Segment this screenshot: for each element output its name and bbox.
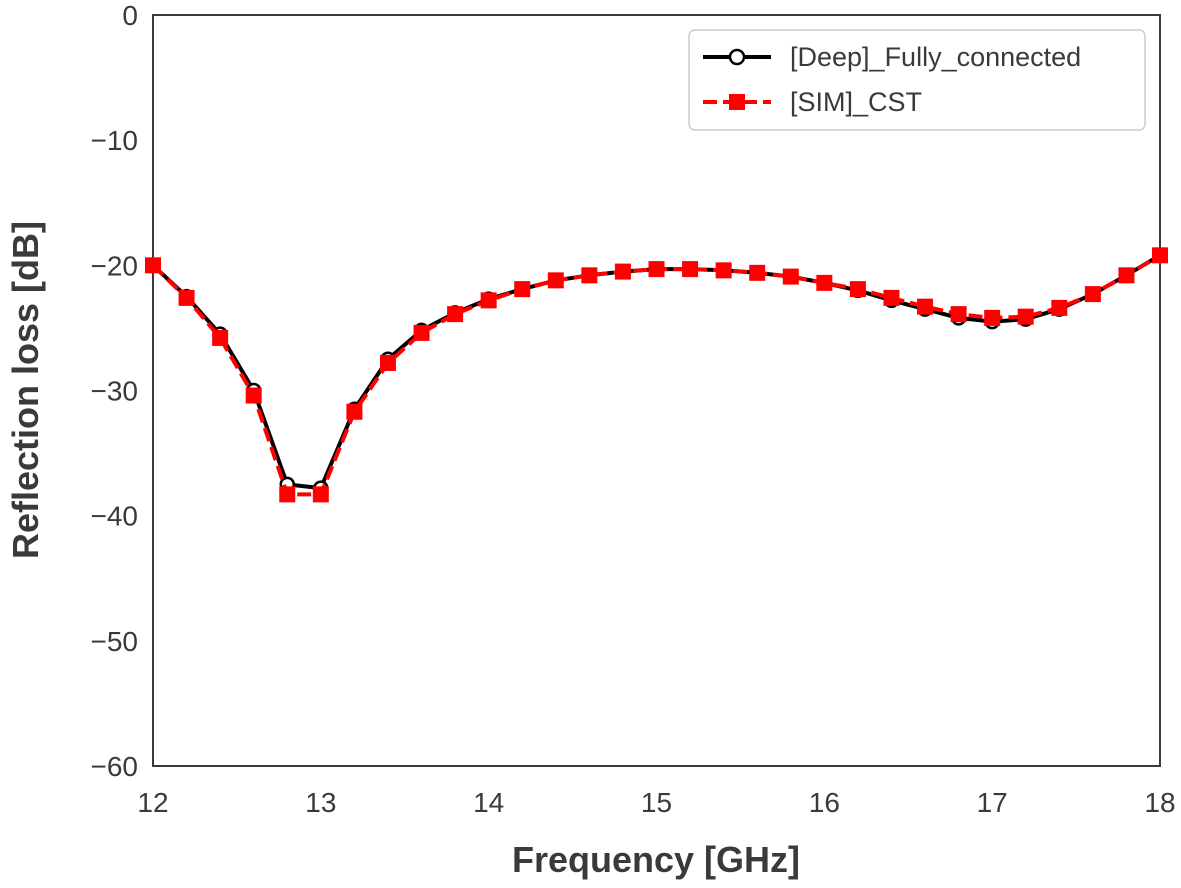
x-axis-title: Frequency [GHz] [512, 839, 800, 880]
data-point [682, 261, 699, 278]
data-point [950, 306, 967, 323]
y-tick-label: −60 [91, 751, 139, 782]
x-tick-label: 17 [977, 787, 1008, 818]
data-point [648, 261, 665, 278]
data-point [1017, 308, 1034, 325]
data-point [245, 387, 262, 404]
x-tick-label: 15 [641, 787, 672, 818]
legend: [Deep]_Fully_connected [SIM]_CST [688, 29, 1146, 131]
data-point [145, 257, 161, 274]
data-point [212, 329, 229, 346]
x-tick-label: 18 [1144, 787, 1175, 818]
x-tick-label: 13 [305, 787, 336, 818]
data-point [816, 274, 833, 291]
x-tick-label: 14 [473, 787, 504, 818]
data-point [346, 403, 363, 420]
data-point [1118, 267, 1135, 284]
x-tick-labels: 12 13 14 15 16 17 18 [137, 787, 1175, 818]
data-point [447, 306, 464, 323]
y-tick-label: −30 [91, 376, 139, 407]
data-point [1051, 299, 1068, 316]
data-point [514, 281, 531, 298]
data-point [379, 354, 396, 371]
data-point [547, 272, 564, 289]
y-tick-labels: 0 −10 −20 −30 −40 −50 −60 [91, 0, 139, 782]
data-point [413, 324, 430, 341]
series-sim-cst [145, 247, 1168, 503]
data-point [1084, 286, 1101, 303]
data-point [178, 289, 195, 306]
data-point [581, 267, 598, 284]
data-point [883, 289, 900, 306]
data-point [614, 263, 631, 280]
plot-frame [152, 14, 1161, 767]
y-tick-label: 0 [122, 0, 138, 31]
data-point [849, 281, 866, 298]
data-point [715, 262, 732, 279]
legend-label-deep: [Deep]_Fully_connected [790, 42, 1081, 72]
data-point [917, 298, 934, 315]
series-layer [145, 247, 1168, 503]
y-tick-label: −10 [91, 125, 139, 156]
data-point [984, 309, 1001, 326]
data-point [782, 268, 799, 285]
data-point [480, 292, 497, 309]
x-tick-label: 16 [809, 787, 840, 818]
y-tick-label: −20 [91, 250, 139, 281]
data-point [312, 486, 329, 503]
data-point [279, 486, 296, 503]
legend-box [688, 29, 1146, 131]
y-tick-label: −40 [91, 501, 139, 532]
y-axis-title: Reflection loss [dB] [5, 221, 46, 559]
legend-label-sim: [SIM]_CST [790, 87, 922, 117]
data-point [749, 264, 766, 281]
x-tick-label: 12 [137, 787, 168, 818]
y-tick-label: −50 [91, 626, 139, 657]
legend-marker-deep [728, 48, 746, 66]
data-point [1152, 247, 1168, 264]
legend-marker-sim [729, 94, 745, 110]
